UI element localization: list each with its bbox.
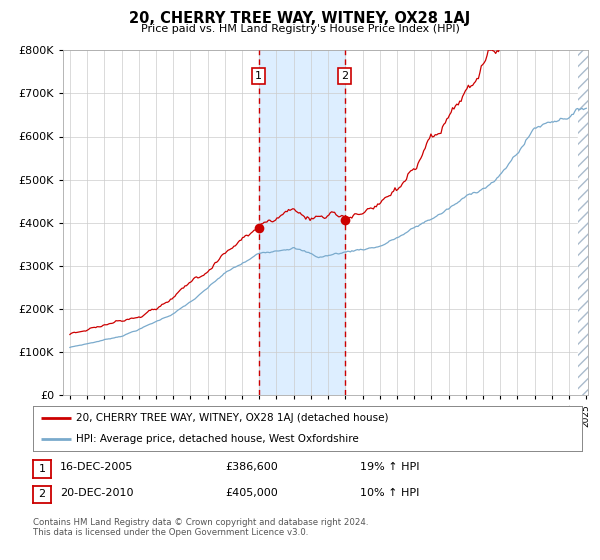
Text: 20, CHERRY TREE WAY, WITNEY, OX28 1AJ (detached house): 20, CHERRY TREE WAY, WITNEY, OX28 1AJ (d… (76, 413, 388, 423)
Text: 19% ↑ HPI: 19% ↑ HPI (360, 462, 419, 472)
Bar (578, 50, 590, 395)
Text: £405,000: £405,000 (225, 488, 278, 498)
Bar (259, 50, 344, 395)
Text: 2: 2 (341, 71, 348, 81)
Text: 16-DEC-2005: 16-DEC-2005 (60, 462, 133, 472)
Text: 1: 1 (38, 464, 46, 474)
Text: HPI: Average price, detached house, West Oxfordshire: HPI: Average price, detached house, West… (76, 433, 359, 444)
Text: 20-DEC-2010: 20-DEC-2010 (60, 488, 133, 498)
Text: 2: 2 (38, 489, 46, 500)
Text: Contains HM Land Registry data © Crown copyright and database right 2024.
This d: Contains HM Land Registry data © Crown c… (33, 518, 368, 538)
Text: 1: 1 (255, 71, 262, 81)
Text: 20, CHERRY TREE WAY, WITNEY, OX28 1AJ: 20, CHERRY TREE WAY, WITNEY, OX28 1AJ (130, 11, 470, 26)
Text: 10% ↑ HPI: 10% ↑ HPI (360, 488, 419, 498)
Text: Price paid vs. HM Land Registry's House Price Index (HPI): Price paid vs. HM Land Registry's House … (140, 24, 460, 34)
Bar (578, 50, 590, 395)
Text: £386,600: £386,600 (225, 462, 278, 472)
